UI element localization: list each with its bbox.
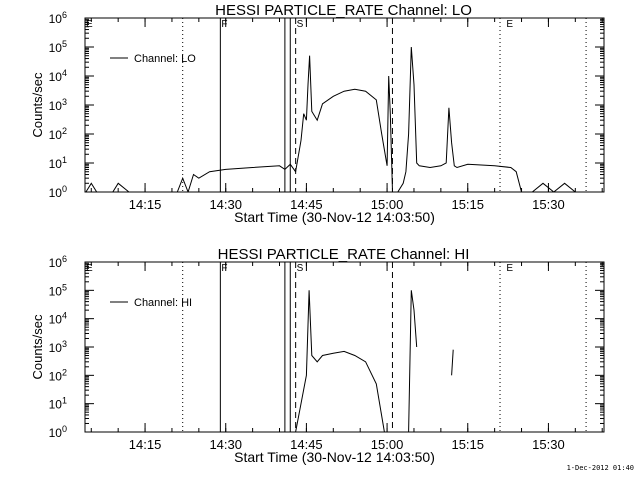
marker-letter: E — [506, 19, 513, 30]
y-tick-label: 103 — [49, 97, 67, 113]
marker-letter: E — [86, 19, 93, 30]
x-tick-label: 15:30 — [532, 197, 565, 212]
chart-title: HESSI PARTICLE_RATE Channel: HI — [218, 246, 470, 263]
x-axis-label: Start Time (30-Nov-12 14:03:50) — [234, 449, 435, 465]
y-tick-label: 105 — [49, 39, 67, 55]
legend-label: Channel: LO — [134, 53, 196, 65]
y-tick-label: 101 — [49, 155, 67, 171]
x-tick-label: 15:15 — [451, 437, 484, 452]
series-line — [85, 46, 576, 192]
series-line — [451, 349, 454, 376]
y-tick-label: 106 — [49, 10, 67, 26]
chart-panel-1: HESSI PARTICLE_RATE Channel: LO 100 101 102… — [30, 2, 605, 225]
y-tick-label: 103 — [49, 339, 67, 355]
y-tick-label: 100 — [49, 424, 67, 440]
marker-letter: F — [221, 19, 227, 30]
y-tick-label: 102 — [49, 126, 67, 142]
y-tick-label: 104 — [49, 68, 67, 84]
x-tick-label: 14:30 — [209, 197, 242, 212]
y-tick-label: 100 — [49, 184, 67, 200]
legend-label: Channel: HI — [134, 297, 192, 309]
y-tick-label: 101 — [49, 396, 67, 412]
x-tick-label: 14:15 — [129, 437, 162, 452]
marker-letter: F — [221, 263, 227, 274]
x-tick-label: 14:45 — [290, 437, 323, 452]
plot-frame — [84, 261, 605, 433]
series-line — [295, 290, 385, 432]
y-axis-label: Counts/sec — [30, 314, 45, 380]
marker-letter: E — [86, 263, 93, 274]
series-line — [408, 290, 418, 432]
marker-letter: S — [297, 263, 304, 274]
x-axis-label: Start Time (30-Nov-12 14:03:50) — [234, 209, 435, 225]
y-tick-label: 104 — [49, 311, 67, 327]
x-tick-label: 14:15 — [129, 197, 162, 212]
y-tick-label: 105 — [49, 282, 67, 298]
x-tick-label: 15:30 — [532, 437, 565, 452]
chart-title: HESSI PARTICLE_RATE Channel: LO — [215, 2, 472, 19]
chart-panel-2: HESSI PARTICLE_RATE Channel: HI 100 101 102… — [30, 246, 605, 465]
plot-frame — [84, 17, 605, 193]
x-tick-label: 15:00 — [371, 197, 404, 212]
y-axis-label: Counts/sec — [30, 72, 45, 138]
x-tick-label: 14:45 — [290, 197, 323, 212]
x-tick-label: 14:30 — [209, 437, 242, 452]
x-tick-label: 15:15 — [451, 197, 484, 212]
y-tick-label: 106 — [49, 254, 67, 270]
x-tick-label: 15:00 — [371, 437, 404, 452]
date-stamp: 1-Dec-2012 01:40 — [566, 464, 634, 472]
y-tick-label: 102 — [49, 367, 67, 383]
marker-letter: S — [297, 19, 304, 30]
marker-letter: E — [506, 263, 513, 274]
